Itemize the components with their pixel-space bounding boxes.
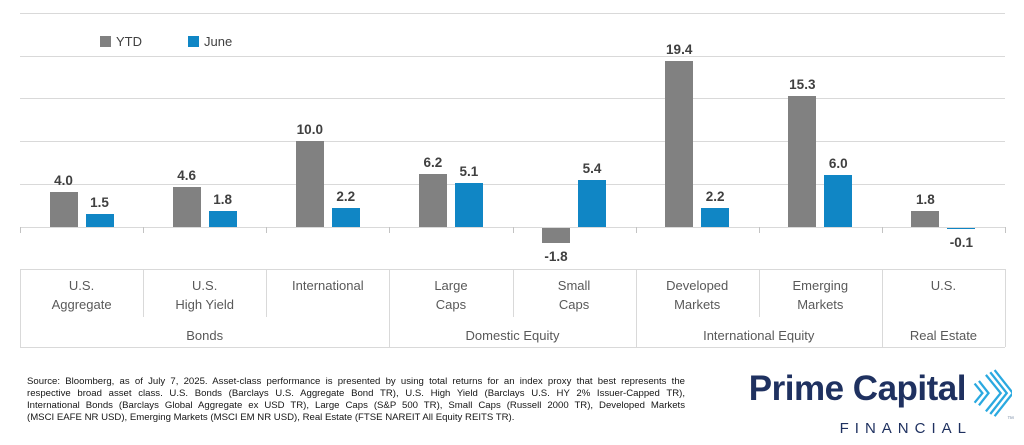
value-label-ytd-7: 15.3 bbox=[789, 76, 816, 92]
gridline bbox=[20, 13, 1005, 14]
prime-capital-financial-logo: Prime Capital ™ FINANCIAL bbox=[748, 369, 1015, 437]
group-label-domestic-equity: Domestic Equity bbox=[465, 328, 560, 343]
group-divider bbox=[389, 269, 391, 347]
bar-ytd-5 bbox=[542, 227, 571, 243]
ytd-legend-swatch bbox=[100, 36, 111, 47]
category-label-8: U.S. bbox=[930, 278, 957, 293]
category-label-5: Small Caps bbox=[557, 278, 591, 312]
axis-tick bbox=[1005, 226, 1006, 233]
category-label-6: Developed Markets bbox=[666, 278, 729, 312]
axis-table-bottom-border bbox=[20, 347, 1005, 348]
group-label-bonds: Bonds bbox=[186, 328, 224, 343]
gridline bbox=[20, 141, 1005, 143]
group-label-international-equity: International Equity bbox=[703, 328, 815, 343]
june-legend-swatch bbox=[188, 36, 199, 47]
gridline bbox=[20, 183, 1005, 185]
category-label-7: Emerging Markets bbox=[792, 278, 849, 312]
value-label-ytd-6: 19.4 bbox=[666, 41, 693, 57]
category-label-2: U.S. High Yield bbox=[175, 278, 234, 312]
value-label-june-6: 2.2 bbox=[705, 188, 725, 204]
bar-ytd-3 bbox=[295, 141, 324, 227]
bar-ytd-6 bbox=[665, 60, 694, 227]
source-line-1: Source: Bloomberg, as of July 7, 2025. A… bbox=[27, 376, 685, 387]
value-label-ytd-2: 4.6 bbox=[177, 168, 197, 184]
group-divider bbox=[20, 269, 21, 347]
value-label-ytd-3: 10.0 bbox=[296, 122, 323, 138]
value-label-june-3: 2.2 bbox=[336, 188, 356, 204]
bar-june-2 bbox=[208, 211, 237, 227]
bar-ytd-1 bbox=[49, 192, 78, 227]
category-label-4: Large Caps bbox=[434, 278, 468, 312]
bar-ytd-4 bbox=[418, 173, 447, 227]
legend-item-june: June bbox=[188, 34, 232, 49]
category-label-3: International bbox=[292, 278, 364, 293]
value-label-june-2: 1.8 bbox=[213, 192, 233, 208]
double-chevron-arrow-icon: ™ bbox=[972, 369, 1015, 423]
logo-subtitle: FINANCIAL bbox=[839, 420, 972, 437]
group-divider bbox=[881, 269, 883, 347]
axis-tick bbox=[143, 226, 145, 233]
bar-june-8 bbox=[947, 227, 976, 230]
logo-wordmark: Prime Capital bbox=[748, 369, 967, 408]
axis-tick bbox=[881, 226, 883, 233]
bar-ytd-8 bbox=[911, 211, 940, 227]
value-label-june-1: 1.5 bbox=[90, 194, 109, 210]
value-label-june-5: 5.4 bbox=[582, 161, 602, 177]
gridline bbox=[20, 55, 1005, 57]
source-line-4: (MSCI EAFE NR USD), Emerging Markets (MS… bbox=[27, 412, 515, 423]
value-label-june-4: 5.1 bbox=[459, 164, 479, 180]
bar-ytd-2 bbox=[172, 187, 201, 227]
source-disclosure-text: Source: Bloomberg, as of July 7, 2025. A… bbox=[27, 376, 685, 424]
category-divider bbox=[266, 269, 268, 317]
bar-june-5 bbox=[578, 180, 607, 227]
june-legend-label: June bbox=[204, 34, 233, 49]
axis-tick bbox=[20, 226, 21, 233]
axis-tick bbox=[512, 226, 514, 233]
bar-june-4 bbox=[454, 183, 483, 227]
value-label-ytd-8: 1.8 bbox=[916, 192, 935, 208]
value-label-ytd-4: 6.2 bbox=[423, 154, 443, 170]
ytd-legend-label: YTD bbox=[116, 34, 142, 49]
category-divider bbox=[512, 269, 514, 317]
value-label-june-7: 6.0 bbox=[828, 156, 848, 172]
axis-tick bbox=[635, 226, 637, 233]
legend-item-ytd: YTD bbox=[100, 34, 142, 49]
bar-june-7 bbox=[824, 175, 853, 227]
value-label-ytd-1: 4.0 bbox=[54, 173, 73, 189]
group-divider bbox=[635, 269, 637, 347]
category-label-1: U.S. Aggregate bbox=[51, 278, 112, 312]
axis-tick bbox=[758, 226, 760, 233]
trademark-symbol: ™ bbox=[1007, 416, 1014, 423]
value-label-june-8: -0.1 bbox=[949, 235, 974, 251]
value-label-ytd-5: -1.8 bbox=[544, 248, 568, 264]
axis-tick bbox=[389, 226, 391, 233]
bar-june-1 bbox=[85, 213, 114, 227]
category-divider bbox=[758, 269, 760, 317]
gridline bbox=[20, 98, 1005, 100]
bar-june-6 bbox=[701, 207, 730, 227]
source-line-3: International Bonds (Barclays Global Agg… bbox=[27, 400, 685, 411]
bar-ytd-7 bbox=[788, 95, 817, 227]
axis-tick bbox=[266, 226, 268, 233]
source-line-2: respective broad asset class. U.S. Bonds… bbox=[27, 388, 685, 399]
category-divider bbox=[143, 269, 145, 317]
group-divider bbox=[1005, 269, 1006, 347]
group-label-real-estate: Real Estate bbox=[909, 328, 978, 343]
bar-june-3 bbox=[331, 207, 360, 227]
